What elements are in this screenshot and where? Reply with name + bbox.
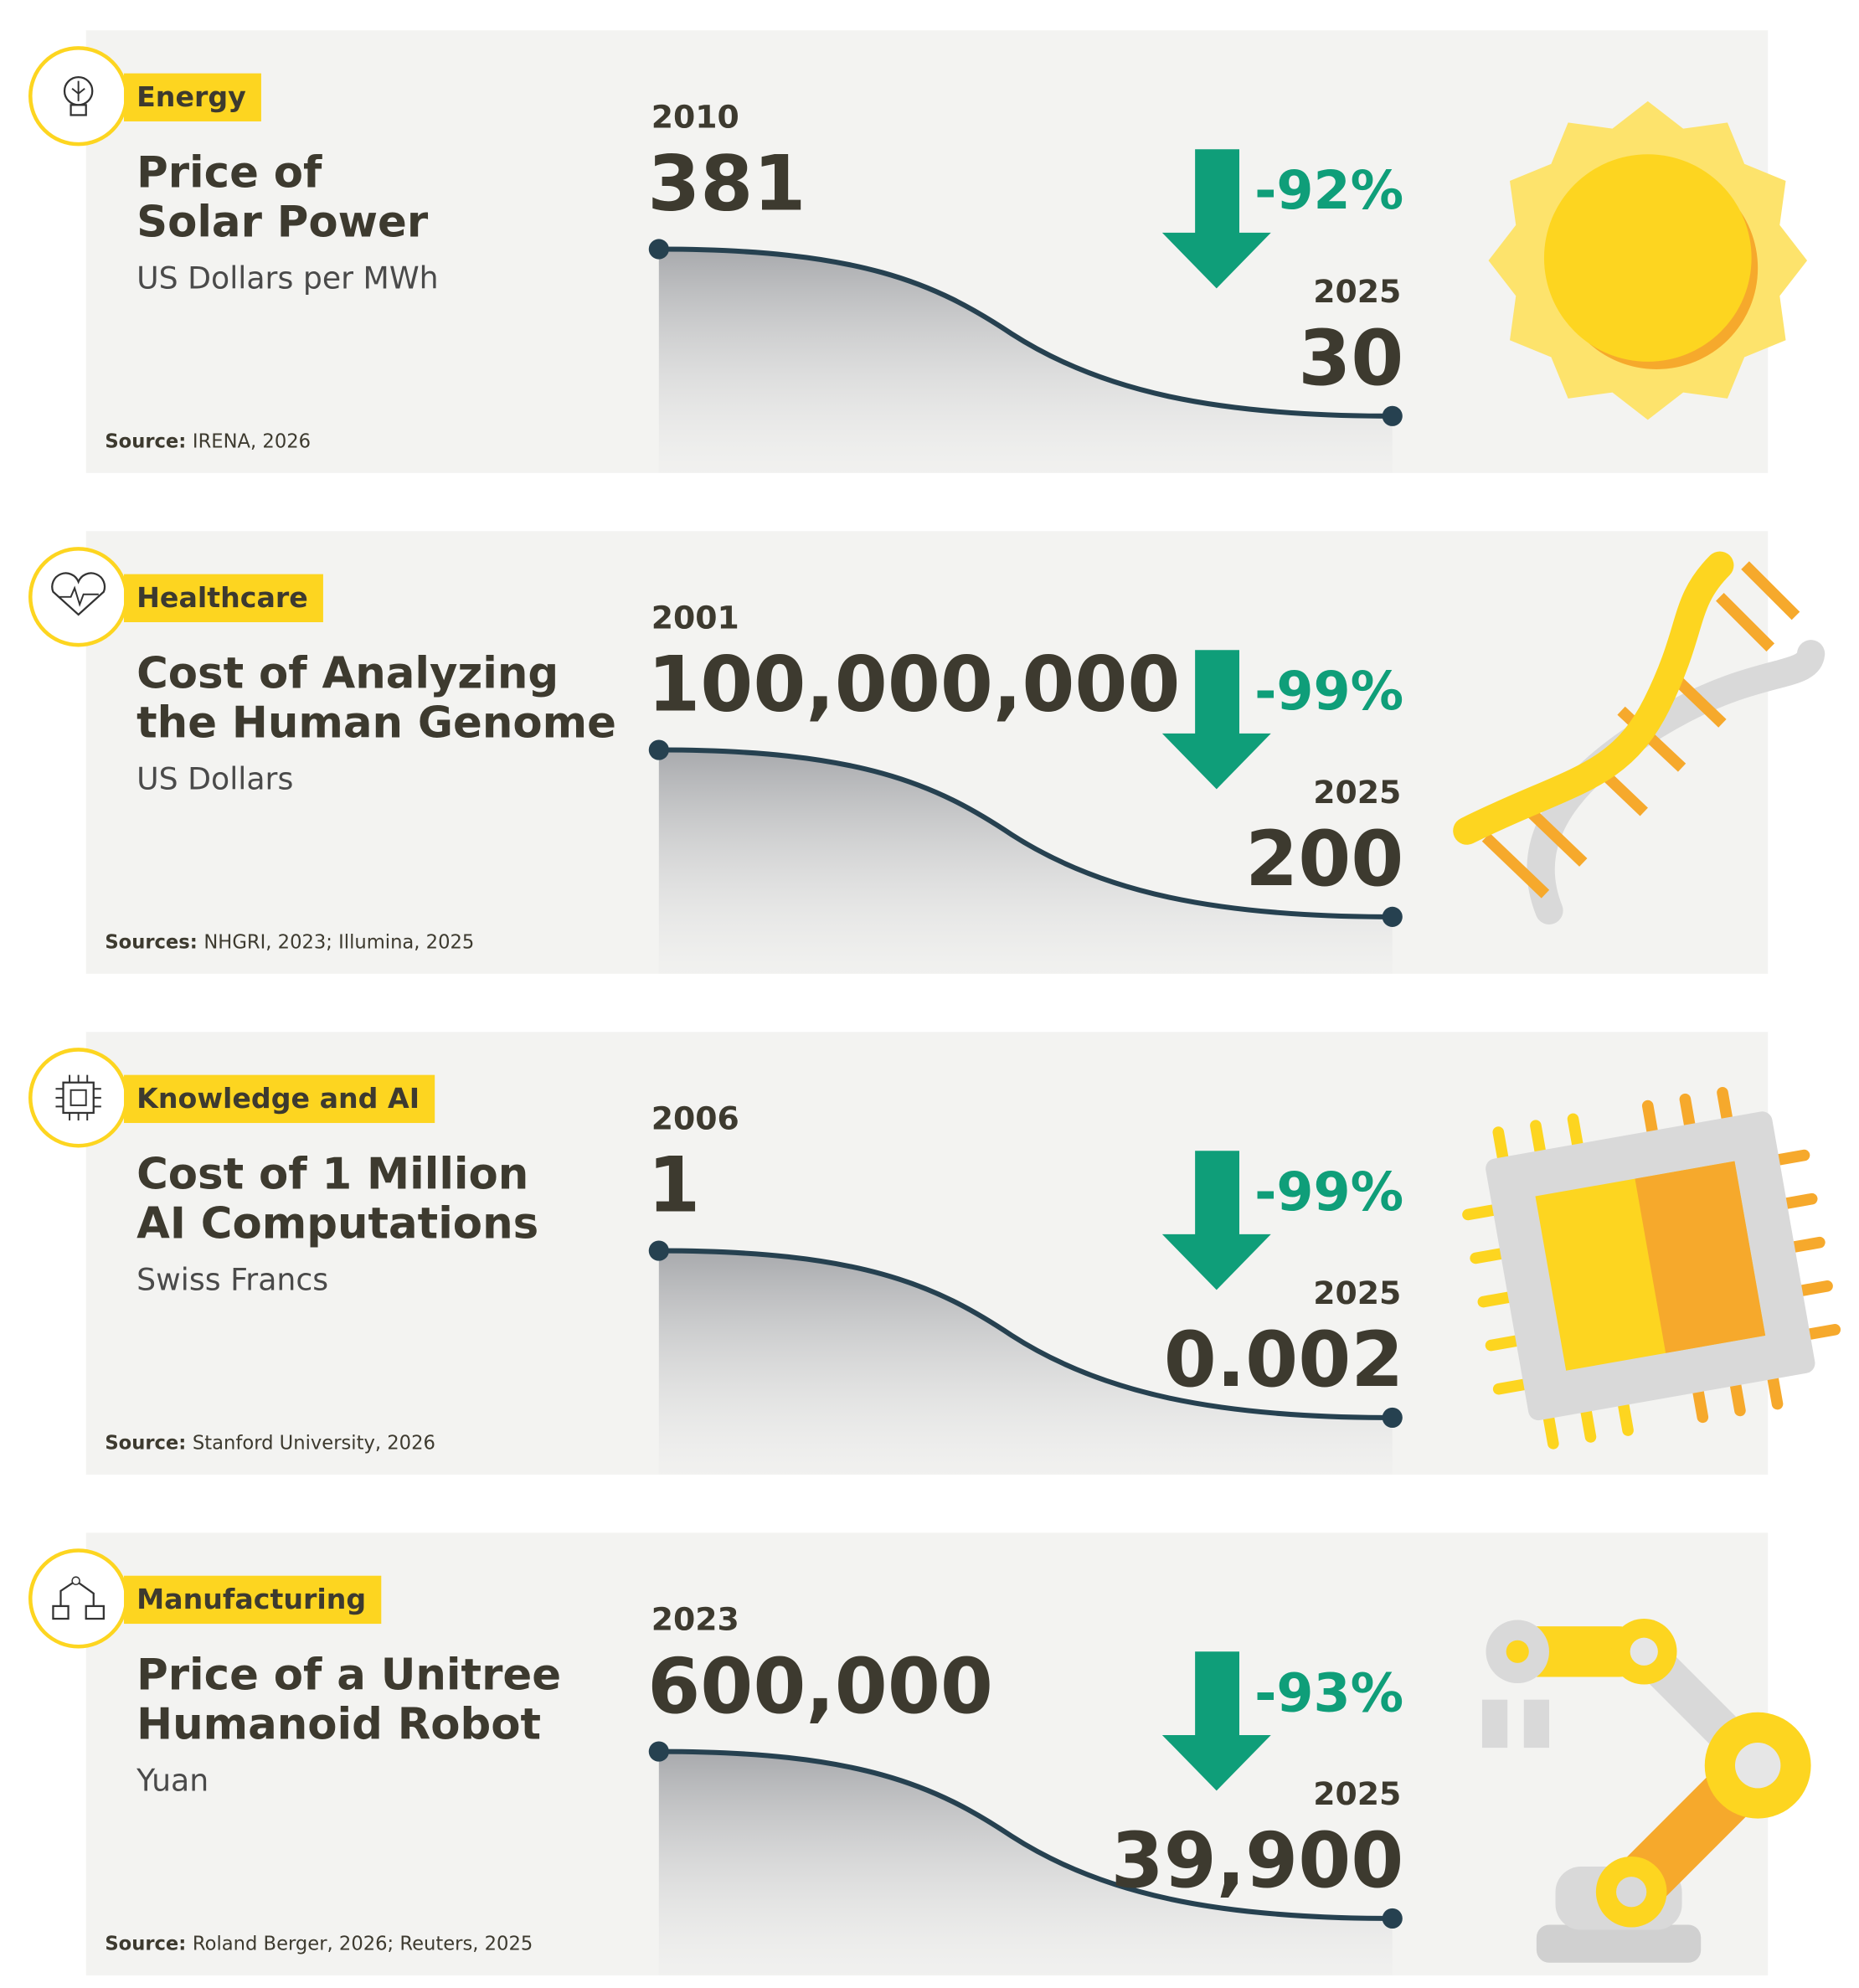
- end-value: 39,900: [1111, 1817, 1404, 1905]
- down-arrow: [1161, 1651, 1271, 1791]
- category-tag: [124, 1575, 382, 1625]
- source-text: Stanford University, 2026: [193, 1433, 435, 1455]
- end-year: 2025: [1313, 1775, 1401, 1812]
- title-line: Price of a Unitree: [136, 1651, 561, 1701]
- title-line: Humanoid Robot: [136, 1699, 541, 1749]
- dna-illustration: [1453, 551, 1826, 924]
- category-tag: [124, 73, 261, 121]
- change-label: -92%: [1254, 159, 1403, 221]
- category-icon: [52, 1576, 105, 1620]
- end-year: 2025: [1313, 1275, 1401, 1311]
- down-arrow: [1161, 1151, 1271, 1290]
- end-value: 200: [1245, 816, 1403, 904]
- curve: [658, 246, 1393, 419]
- sun-illustration: [1488, 100, 1808, 420]
- start-year: 2006: [651, 1100, 739, 1137]
- start-dot: [648, 1240, 669, 1261]
- robot-illustration: [1481, 1619, 1811, 1963]
- unit-label: US Dollars per MWh: [136, 260, 439, 296]
- end-year: 2025: [1313, 273, 1401, 310]
- end-value: 0.002: [1164, 1316, 1404, 1404]
- category-tag: [124, 1074, 435, 1124]
- start-dot: [648, 239, 669, 260]
- title-line: AI Computations: [136, 1198, 538, 1249]
- curve-shade: [658, 749, 1393, 974]
- end-year: 2025: [1313, 774, 1401, 811]
- down-arrow: [1161, 650, 1271, 790]
- end-value: 30: [1298, 315, 1403, 403]
- title-line: the Human Genome: [136, 698, 616, 748]
- start-value: 381: [647, 141, 806, 229]
- unit-label: Swiss Francs: [136, 1261, 328, 1297]
- curve: [658, 1749, 1393, 1921]
- source-label: Sources:: [105, 932, 197, 954]
- end-dot: [1382, 405, 1403, 426]
- curve-shade: [658, 249, 1393, 473]
- category-icon-ring: [28, 547, 129, 647]
- change-label: -99%: [1254, 1161, 1403, 1223]
- start-value: 1: [647, 1142, 700, 1230]
- start-value: 600,000: [647, 1643, 993, 1731]
- title-line: Cost of Analyzing: [136, 649, 559, 699]
- start-dot: [648, 1741, 669, 1762]
- category-icon-ring: [28, 1548, 129, 1649]
- source-label: Source:: [105, 1433, 186, 1455]
- chip-illustration: [1462, 1087, 1841, 1450]
- source-label: Source:: [105, 1934, 186, 1955]
- start-year: 2010: [651, 99, 739, 136]
- change-label: -99%: [1254, 660, 1403, 722]
- unit-label: US Dollars: [136, 760, 293, 796]
- curve-shade: [658, 1250, 1393, 1475]
- unit-label: Yuan: [136, 1762, 209, 1798]
- end-dot: [1382, 1407, 1403, 1428]
- category-tag: [124, 574, 323, 623]
- panel: Manufacturing Price of a UnitreeHumanoid …: [28, 1532, 1769, 1975]
- category-label: Knowledge and AI: [136, 1082, 420, 1115]
- source: Source: Roland Berger, 2026; Reuters, 202…: [105, 1934, 533, 1955]
- title-line: Solar Power: [136, 197, 429, 247]
- end-dot: [1382, 906, 1403, 927]
- title-line: Cost of 1 Million: [136, 1150, 528, 1200]
- start-year: 2001: [651, 600, 739, 636]
- source-text: Roland Berger, 2026; Reuters, 2025: [193, 1934, 533, 1955]
- source-text: NHGRI, 2023; Illumina, 2025: [203, 932, 474, 954]
- category-label: Healthcare: [136, 581, 308, 614]
- category-label: Manufacturing: [136, 1583, 366, 1615]
- start-dot: [648, 739, 669, 760]
- start-year: 2023: [651, 1601, 739, 1638]
- curve: [658, 747, 1393, 919]
- category-label: Energy: [136, 80, 246, 113]
- category-icon-ring: [28, 1048, 129, 1148]
- source: Source: Stanford University, 2026: [105, 1433, 435, 1455]
- curve-shade: [658, 1751, 1393, 1975]
- source-text: IRENA, 2026: [193, 431, 311, 453]
- source: Source: IRENA, 2026: [105, 431, 311, 453]
- category-icon: [51, 572, 106, 616]
- source-label: Source:: [105, 431, 186, 453]
- change-label: -93%: [1254, 1661, 1403, 1723]
- category-icon: [63, 75, 94, 116]
- curve: [658, 1248, 1393, 1420]
- category-icon: [55, 1074, 101, 1121]
- title-line: Price of: [136, 148, 322, 198]
- end-dot: [1382, 1908, 1403, 1929]
- down-arrow: [1161, 149, 1271, 289]
- source: Sources: NHGRI, 2023; Illumina, 2025: [105, 932, 474, 954]
- start-value: 100,000,000: [647, 641, 1180, 729]
